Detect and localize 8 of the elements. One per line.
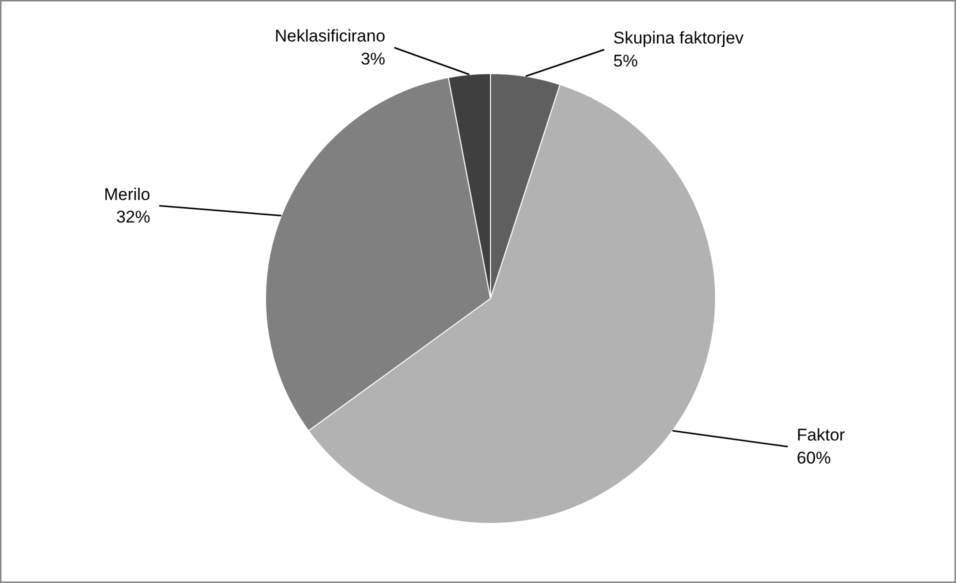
slice-label: Skupina faktorjev bbox=[613, 28, 744, 48]
data-label: 60% bbox=[796, 448, 831, 468]
slice-label: Neklasificirano bbox=[274, 26, 386, 46]
slice-label: Merilo bbox=[104, 184, 150, 204]
data-label: 5% bbox=[613, 52, 638, 71]
data-label: 3% bbox=[360, 50, 386, 69]
slice-label: Faktor bbox=[796, 426, 846, 445]
data-label: 32% bbox=[116, 208, 150, 227]
